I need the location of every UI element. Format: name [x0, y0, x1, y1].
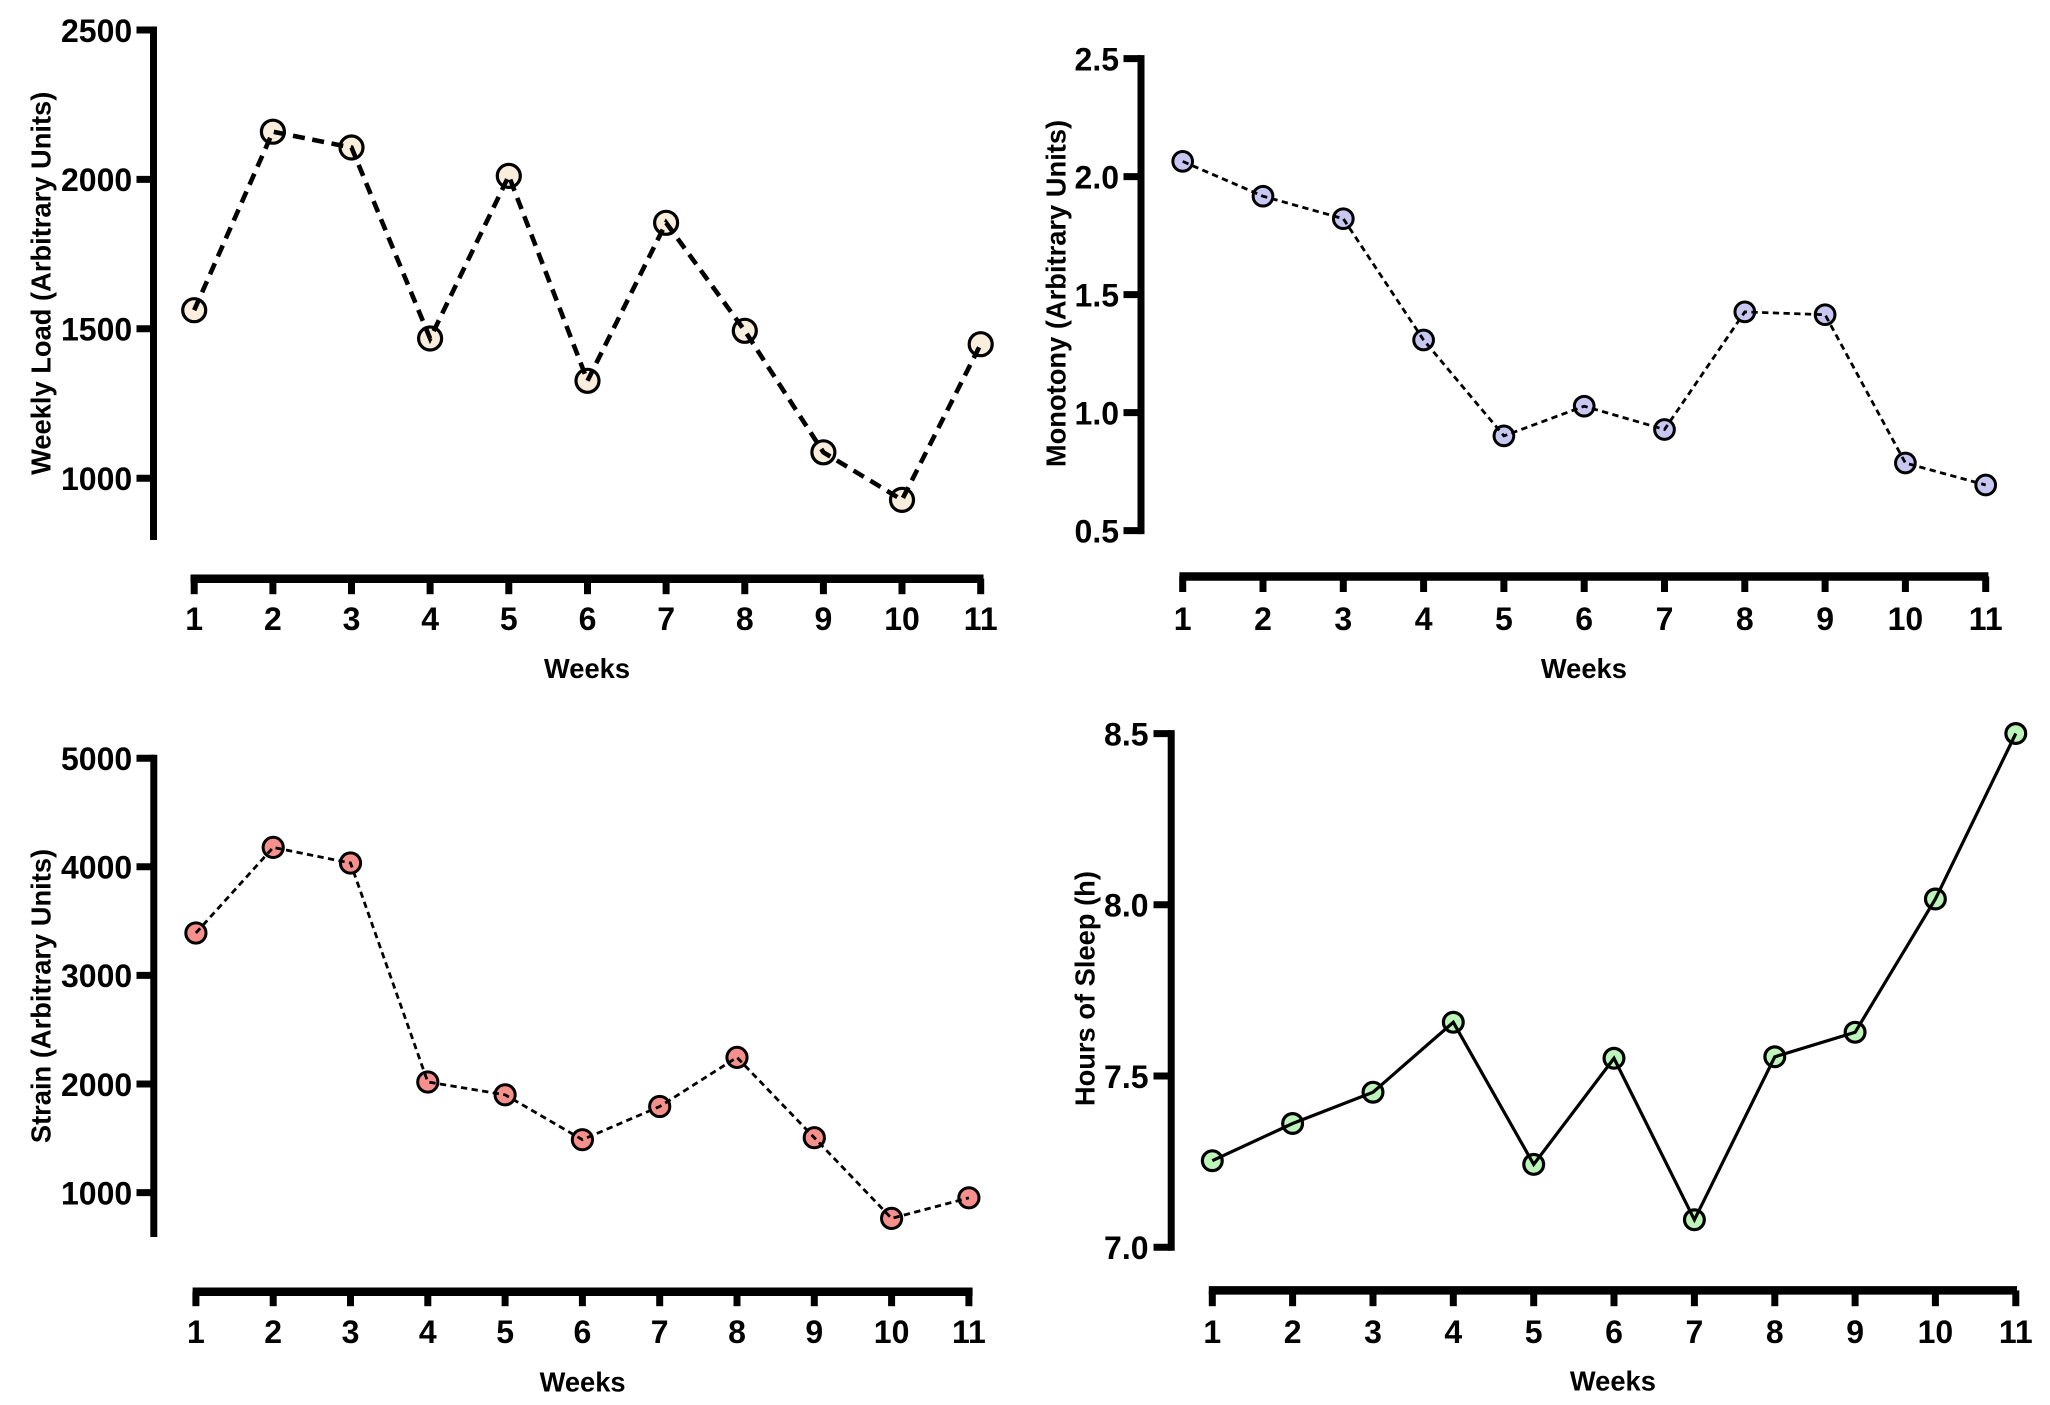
svg-text:8.0: 8.0 — [1104, 888, 1148, 924]
svg-text:4: 4 — [1444, 1314, 1462, 1350]
svg-text:7: 7 — [1686, 1314, 1704, 1350]
svg-text:9: 9 — [815, 601, 833, 637]
svg-text:9: 9 — [1816, 601, 1834, 637]
svg-text:6: 6 — [1605, 1314, 1623, 1350]
svg-text:8: 8 — [1736, 601, 1754, 637]
svg-text:11: 11 — [952, 1314, 986, 1350]
svg-text:1: 1 — [1174, 601, 1192, 637]
svg-text:2500: 2500 — [61, 13, 132, 49]
svg-text:1000: 1000 — [61, 1175, 132, 1211]
svg-text:8: 8 — [1766, 1314, 1784, 1350]
svg-text:10: 10 — [1888, 601, 1924, 637]
svg-text:2000: 2000 — [61, 1067, 132, 1103]
svg-text:5: 5 — [496, 1314, 514, 1350]
svg-text:10: 10 — [884, 601, 920, 637]
svg-text:4: 4 — [419, 1314, 437, 1350]
svg-text:11: 11 — [1969, 601, 2003, 637]
svg-text:7.5: 7.5 — [1104, 1059, 1148, 1095]
svg-text:7: 7 — [1656, 601, 1674, 637]
svg-text:3000: 3000 — [61, 958, 132, 994]
svg-text:Weeks: Weeks — [540, 1366, 626, 1397]
svg-text:11: 11 — [1999, 1314, 2033, 1350]
svg-text:Weeks: Weeks — [1570, 1365, 1656, 1396]
svg-text:1.0: 1.0 — [1075, 395, 1119, 431]
svg-text:6: 6 — [1575, 601, 1593, 637]
svg-text:3: 3 — [1364, 1314, 1382, 1350]
svg-text:5: 5 — [1495, 601, 1513, 637]
svg-text:2: 2 — [1284, 1314, 1302, 1350]
svg-text:8.5: 8.5 — [1104, 716, 1148, 752]
svg-text:11: 11 — [964, 601, 998, 637]
svg-text:1: 1 — [185, 601, 203, 637]
svg-text:1: 1 — [1203, 1314, 1221, 1350]
svg-text:Weeks: Weeks — [1541, 653, 1627, 684]
svg-text:4000: 4000 — [61, 850, 132, 886]
svg-text:1: 1 — [187, 1314, 205, 1350]
svg-text:4: 4 — [421, 601, 439, 637]
svg-text:9: 9 — [805, 1314, 823, 1350]
svg-text:0.5: 0.5 — [1075, 513, 1119, 549]
svg-text:7: 7 — [651, 1314, 669, 1350]
svg-text:2.0: 2.0 — [1075, 159, 1119, 195]
svg-text:7: 7 — [657, 601, 675, 637]
svg-text:Weeks: Weeks — [544, 653, 630, 684]
svg-text:3: 3 — [342, 1314, 360, 1350]
svg-text:6: 6 — [574, 1314, 592, 1350]
svg-text:6: 6 — [579, 601, 597, 637]
svg-text:2.5: 2.5 — [1075, 41, 1119, 77]
svg-text:9: 9 — [1846, 1314, 1864, 1350]
svg-text:3: 3 — [1334, 601, 1352, 637]
svg-text:Weekly Load (Arbitrary Units): Weekly Load (Arbitrary Units) — [25, 92, 56, 475]
svg-text:2: 2 — [1254, 601, 1272, 637]
svg-text:4: 4 — [1415, 601, 1433, 637]
svg-text:5000: 5000 — [61, 741, 132, 777]
svg-text:10: 10 — [874, 1314, 910, 1350]
svg-text:2000: 2000 — [61, 162, 132, 198]
svg-text:Hours of Sleep (h): Hours of Sleep (h) — [1070, 871, 1101, 1106]
svg-text:3: 3 — [343, 601, 361, 637]
svg-text:1.5: 1.5 — [1075, 277, 1119, 313]
svg-text:10: 10 — [1918, 1314, 1954, 1350]
svg-text:8: 8 — [728, 1314, 746, 1350]
svg-text:Strain (Arbitrary Units): Strain (Arbitrary Units) — [25, 849, 56, 1143]
svg-text:2: 2 — [264, 601, 282, 637]
svg-text:5: 5 — [1525, 1314, 1543, 1350]
svg-text:5: 5 — [500, 601, 518, 637]
svg-text:8: 8 — [736, 601, 754, 637]
svg-text:7.0: 7.0 — [1104, 1230, 1148, 1266]
svg-text:1500: 1500 — [61, 312, 132, 348]
svg-text:1000: 1000 — [61, 461, 132, 497]
svg-text:2: 2 — [264, 1314, 282, 1350]
svg-text:Monotony (Arbitrary Units): Monotony (Arbitrary Units) — [1041, 120, 1072, 467]
